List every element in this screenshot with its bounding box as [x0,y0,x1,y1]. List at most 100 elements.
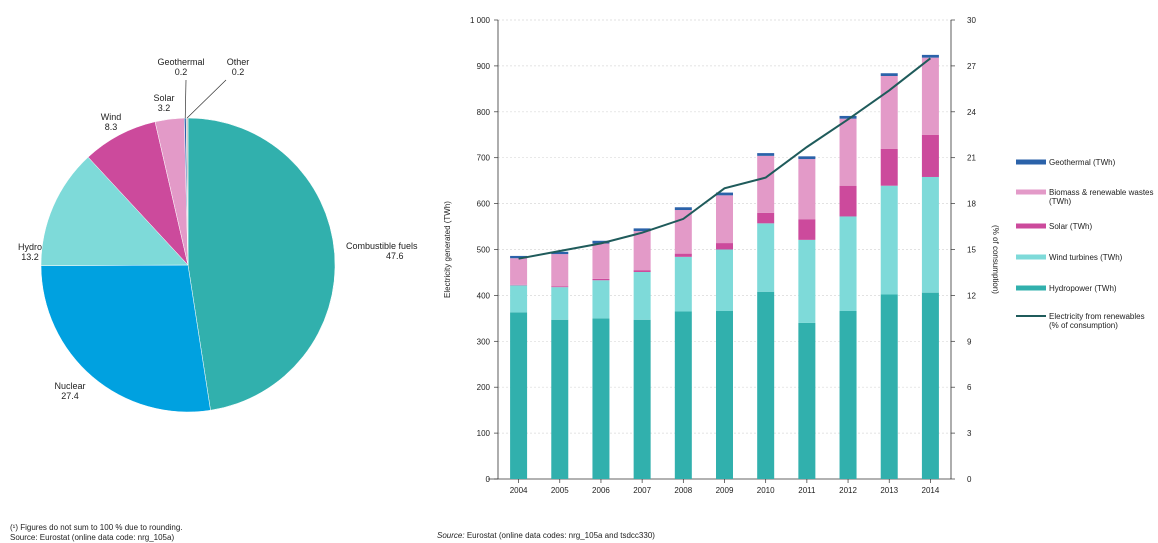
bar-solar-twh-2007 [633,270,651,272]
line-renewables-share [518,57,932,260]
pie-slice-combustible-fuels [187,117,336,411]
bar-hydropower-twh-2014 [921,292,939,479]
legend-swatch [1016,223,1046,229]
bar-solar-twh-2011 [798,219,816,240]
y-tick-label: 1 000 [470,16,491,25]
legend-item-wind-turbines-twh: Wind turbines (TWh) [1016,253,1123,262]
x-tick-label-2007: 2007 [633,486,651,495]
bar-geothermal-twh-2004 [510,255,528,259]
bar-hydropower-twh-2012 [839,311,857,479]
bar-wind-turbines-twh-2009 [716,249,733,312]
legend-label: Wind turbines (TWh) [1049,253,1123,262]
legend-item-geothermal-twh: Geothermal (TWh) [1016,158,1116,167]
bar-hydropower-twh-2008 [674,311,692,479]
y2-tick-label: 21 [967,154,976,163]
y-tick-label: 800 [477,108,491,117]
pie-slice-nuclear [40,264,211,413]
x-tick-label-2010: 2010 [757,486,775,495]
x-tick-label-2013: 2013 [880,486,898,495]
bar-geothermal-twh-2006 [592,240,610,244]
legend: Geothermal (TWh) Biomass & renewable wast… [1016,158,1154,330]
bar-geothermal-twh-2005 [551,251,569,255]
bar-biomass-renewable-wastes-twh-2014 [921,57,939,135]
legend-swatch [1016,254,1046,260]
bar-solar-twh-2005 [551,286,569,288]
gridlines [498,19,951,434]
y-tick-label: 400 [477,291,491,300]
bar-geothermal-twh-2013 [880,73,898,76]
bar-geothermal-twh-2009 [716,192,733,196]
x-tick-label-2009: 2009 [716,486,734,495]
y2-tick-label: 9 [967,337,972,346]
legend-item-biomass-renewable-wastes-twh: Biomass & renewable wastes (TWh) [1016,188,1154,206]
bar-wind-turbines-twh-2014 [921,176,939,293]
y2-tick-label: 27 [967,62,976,71]
pie-slice-other [185,117,189,266]
bar-wind-turbines-twh-2008 [674,256,692,312]
y-tick-label: 200 [477,383,491,392]
bar-solar-twh-2012 [839,185,857,217]
bar-hydropower-twh-2006 [592,318,610,479]
x-tick-label-2014: 2014 [922,486,940,495]
y2-tick-label: 3 [967,429,972,438]
y2-tick-label: 6 [967,383,972,392]
bar-biomass-renewable-wastes-twh-2005 [551,254,569,287]
bar-biomass-renewable-wastes-twh-2004 [510,258,528,285]
y-tick-label: 500 [477,246,491,255]
bar-source-note: Source: Eurostat (online data codes: nrg… [437,531,655,540]
bar-hydropower-twh-2010 [757,291,775,479]
y2-axis-title: (% of consumption) [991,225,1000,294]
legend-label: Hydropower (TWh) [1049,284,1117,293]
legend-item-solar-twh: Solar (TWh) [1016,222,1092,231]
y-tick-label: 300 [477,337,491,346]
legend-item-electricity-from-renewables-of-consumption: Electricity from renewables (% of consump… [1016,312,1145,330]
bar-solar-twh-2008 [674,253,692,257]
bar-biomass-renewable-wastes-twh-2006 [592,243,610,279]
x-tick-label-2008: 2008 [674,486,692,495]
bar-geothermal-twh-2012 [839,115,857,119]
x-tick-label-2011: 2011 [798,486,816,495]
pie-label-nuclear: Nuclear 27.4 [54,381,85,401]
y-tick-label: 600 [477,200,491,209]
stacked-bar-chart: 0 100 200 300 400 500 600 700 800 900 1 000 0 3 6 9 12 1… [443,16,1154,495]
legend-item-hydropower-twh: Hydropower (TWh) [1016,284,1117,293]
x-tick-label-2012: 2012 [839,486,857,495]
legend-swatch [1016,159,1046,165]
y-tick-label: 0 [486,475,491,484]
y2-tick-label: 15 [967,246,976,255]
bar-hydropower-twh-2004 [510,312,528,479]
legend-swatch [1016,285,1046,291]
bar-wind-turbines-twh-2006 [592,280,610,319]
pie-label-geothermal: Geothermal 0.2 [157,57,204,77]
x-tick-label-2005: 2005 [551,486,569,495]
bar-biomass-renewable-wastes-twh-2007 [633,231,651,271]
legend-label: Electricity from renewables (% of consump… [1049,312,1145,330]
bar-wind-turbines-twh-2011 [798,239,816,323]
x-tick-label-2006: 2006 [592,486,610,495]
bar-solar-twh-2006 [592,278,610,281]
bar-biomass-renewable-wastes-twh-2010 [757,155,775,213]
y2-tick-label: 18 [967,200,976,209]
bar-biomass-renewable-wastes-twh-2012 [839,118,857,186]
pie-label-wind: Wind 8.3 [101,112,122,132]
legend-label: Geothermal (TWh) [1049,158,1116,167]
y2-tick-label: 24 [967,108,976,117]
bar-solar-twh-2010 [757,212,775,224]
bar-geothermal-twh-2008 [674,207,692,211]
pie-label-hydro: Hydro 13.2 [18,242,42,262]
pie-footnote-source: Source: Eurostat (online data code: nrg_… [10,533,175,542]
bar-biomass-renewable-wastes-twh-2008 [674,210,692,254]
bar-geothermal-twh-2011 [798,156,816,160]
y-tick-label: 900 [477,62,491,71]
bar-wind-turbines-twh-2012 [839,216,857,312]
pie-label-solar: Solar 3.2 [153,93,174,113]
bar-source-text: Eurostat (online data codes: nrg_105a an… [466,531,655,540]
bar-solar-twh-2009 [716,243,733,250]
bar-wind-turbines-twh-2013 [880,185,898,295]
bar-geothermal-twh-2007 [633,228,651,232]
legend-swatch [1016,189,1046,195]
pie-leader-other [186,79,227,119]
legend-label: Biomass & renewable wastes (TWh) [1049,188,1154,206]
x-tick-label-2004: 2004 [510,486,528,495]
